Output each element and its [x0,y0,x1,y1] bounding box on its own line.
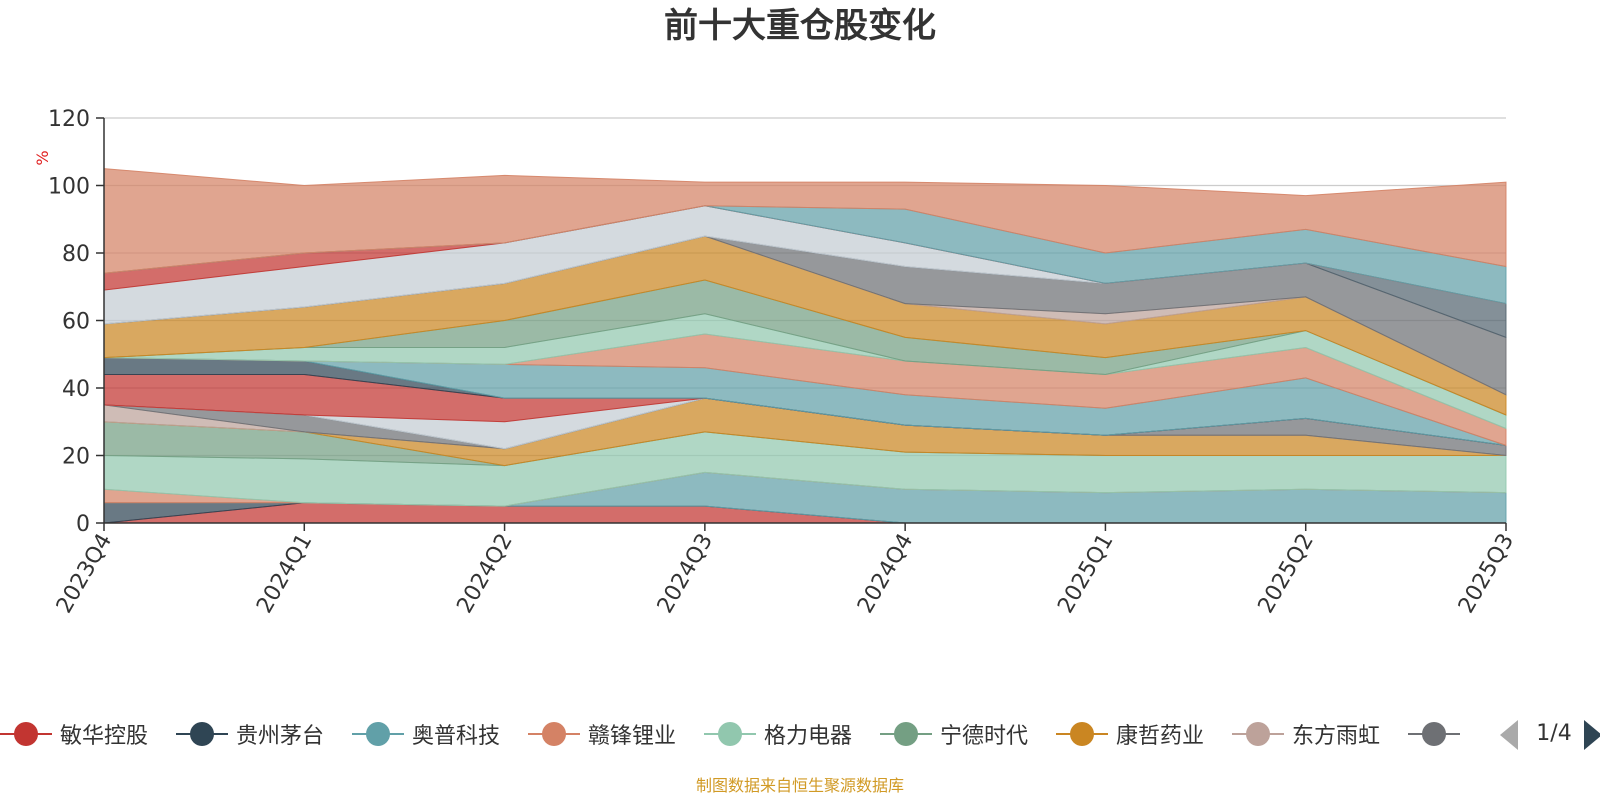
legend-marker-icon [0,715,52,753]
area-series-24 [103,168,1507,274]
legend-item[interactable]: 康哲药业 [1056,715,1204,753]
x-tick-label: 2025Q3 [1454,530,1519,618]
legend-label: 敏华控股 [60,724,149,749]
legend-item[interactable]: 奥普科技 [352,715,500,753]
legend-marker-icon [1056,715,1108,753]
legend-item[interactable]: 贵州茅台 [176,715,324,753]
legend-marker-icon [704,715,756,753]
x-tick-label: 2024Q2 [452,530,517,618]
legend-marker-icon [880,715,932,753]
area-series [103,168,1507,524]
y-axis-label: % [33,150,52,165]
y-tick-label: 100 [48,175,90,200]
legend-item[interactable]: 格力电器 [704,715,852,753]
legend-page-indicator: 1/4 [1536,721,1572,746]
data-source-note: 制图数据来自恒生聚源数据库 [695,776,904,795]
legend-marker-icon [1232,715,1284,753]
legend-item[interactable]: 敏华控股 [0,715,148,753]
x-tick-label: 2025Q2 [1254,530,1319,618]
legend-label: 贵州茅台 [236,724,325,749]
legend-item[interactable]: 东方雨虹 [1232,715,1380,753]
x-tick-label: 2025Q1 [1053,530,1118,618]
legend-next-page-icon[interactable] [1584,720,1600,750]
legend-item[interactable]: 赣锋锂业 [528,715,676,753]
x-tick-label: 2023Q4 [52,530,117,618]
legend-label: 康哲药业 [1116,724,1205,749]
legend-label: 奥普科技 [412,724,501,749]
legend-marker-icon [176,715,228,753]
legend-marker-icon [528,715,580,753]
x-tick-label: 2024Q1 [252,530,317,618]
x-tick-label: 2024Q4 [853,530,918,618]
legend-item[interactable]: 宁德时代 [880,715,1028,753]
legend-prev-page-icon[interactable] [1500,720,1518,750]
legend-pager: 1/4 [1500,716,1600,752]
chart-title: 前十大重仓股变化 [664,6,936,46]
y-tick-label: 60 [62,310,90,335]
legend-label: 东方雨虹 [1292,724,1381,749]
y-tick-label: 0 [76,512,90,537]
y-tick-label: 40 [62,377,90,402]
y-tick-label: 20 [62,445,90,470]
legend-label: 赣锋锂业 [588,724,677,749]
legend-label: 宁德时代 [940,724,1029,749]
legend-item[interactable] [1408,715,1460,753]
legend-marker-icon [352,715,404,753]
chart-legend[interactable]: 敏华控股 贵州茅台 奥普科技 赣锋锂业 格力电器 宁德时代 康哲药业 东方雨虹 [0,715,1474,753]
y-tick-label: 80 [62,242,90,267]
legend-label: 格力电器 [764,724,853,749]
y-tick-label: 120 [48,107,90,132]
legend-marker-icon [1408,715,1460,753]
x-tick-label: 2024Q3 [653,530,718,618]
